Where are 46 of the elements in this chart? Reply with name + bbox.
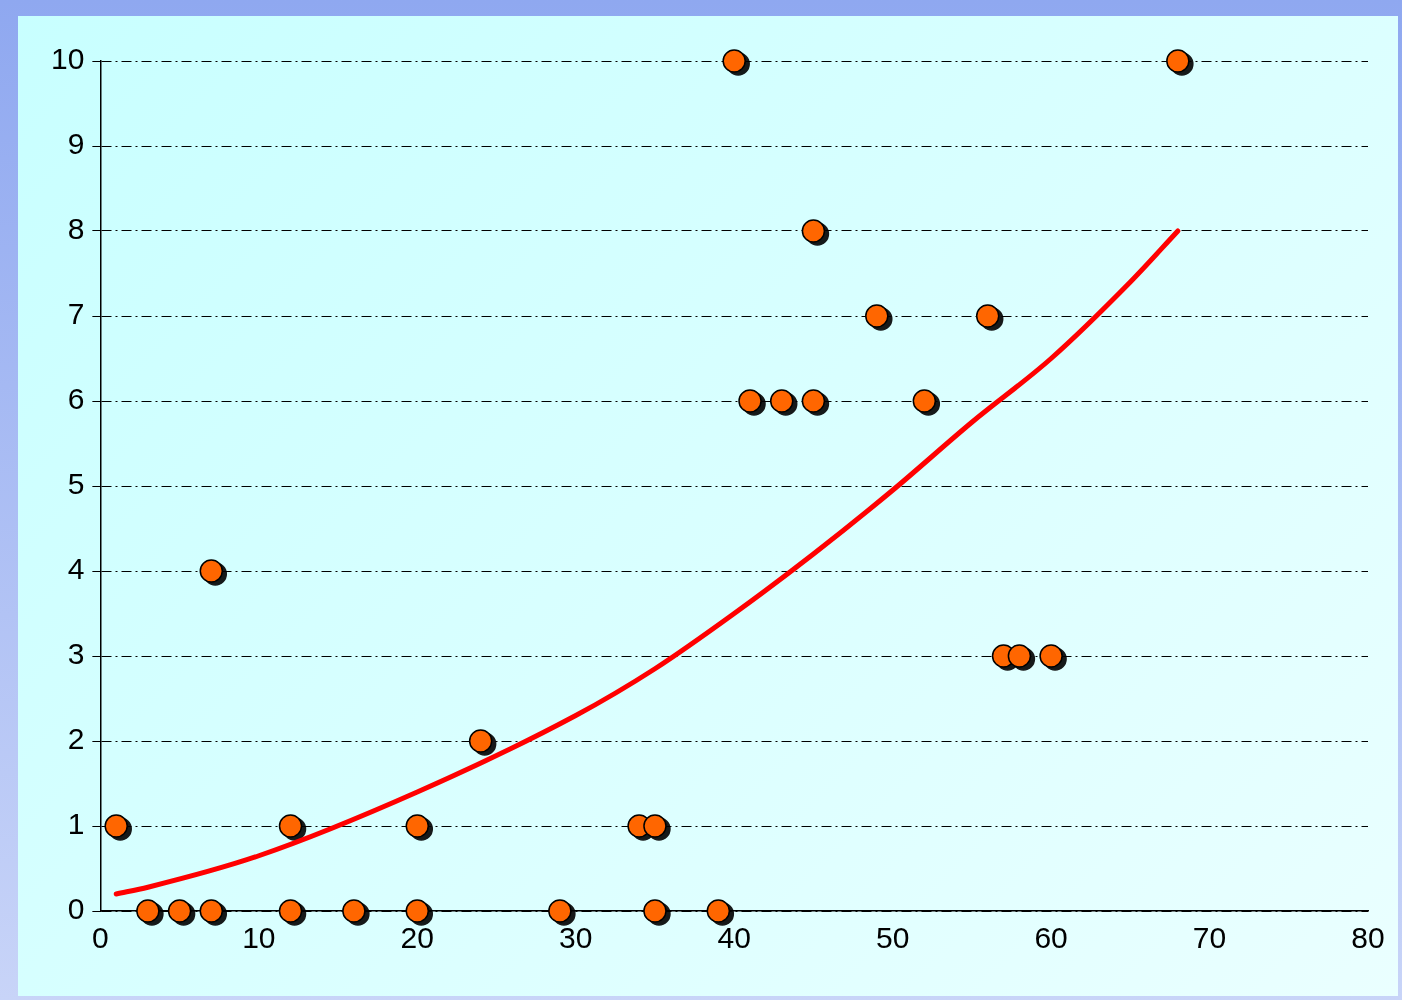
y-tick-label: 8 — [67, 212, 85, 246]
y-tick-label: 6 — [67, 382, 85, 416]
point — [167, 899, 192, 923]
x-tick-label: 80 — [1351, 921, 1385, 955]
point — [199, 559, 224, 583]
point — [1039, 644, 1063, 668]
point — [468, 729, 493, 753]
point — [405, 899, 430, 923]
y-tick-label: 9 — [67, 127, 85, 161]
point — [548, 899, 572, 923]
point — [136, 899, 160, 923]
point — [104, 814, 128, 838]
y-tick-label: 4 — [67, 552, 85, 586]
x-tick-label: 70 — [1192, 921, 1227, 955]
x-tick-label: 30 — [559, 921, 593, 955]
point — [643, 814, 667, 838]
y-tick-label: 3 — [67, 637, 85, 671]
y-tick-label: 5 — [67, 467, 85, 501]
point — [706, 899, 731, 923]
y-tick-label: 0 — [67, 892, 85, 926]
point — [738, 389, 762, 413]
x-tick-label: 0 — [92, 921, 109, 955]
x-tick-label: 50 — [875, 921, 910, 955]
point — [975, 304, 1000, 328]
point — [769, 389, 794, 413]
y-tick-label: 2 — [67, 722, 85, 756]
x-tick-label: 10 — [242, 921, 276, 955]
y-tick-label: 1 — [67, 807, 85, 841]
point — [801, 219, 826, 243]
y-tick-label: 10 — [50, 42, 85, 76]
point — [801, 389, 826, 413]
x-tick-label: 40 — [717, 921, 751, 955]
point — [643, 899, 667, 923]
point — [199, 899, 224, 923]
x-tick-label: 60 — [1034, 921, 1068, 955]
point — [722, 49, 746, 73]
y-tick-label: 7 — [67, 297, 85, 331]
point — [865, 304, 889, 328]
point — [912, 389, 937, 413]
x-tick-label: 20 — [400, 921, 434, 955]
point — [342, 899, 366, 923]
point — [278, 899, 303, 923]
point — [1166, 49, 1190, 73]
point — [1007, 644, 1032, 668]
point — [278, 814, 303, 838]
point — [405, 814, 430, 838]
